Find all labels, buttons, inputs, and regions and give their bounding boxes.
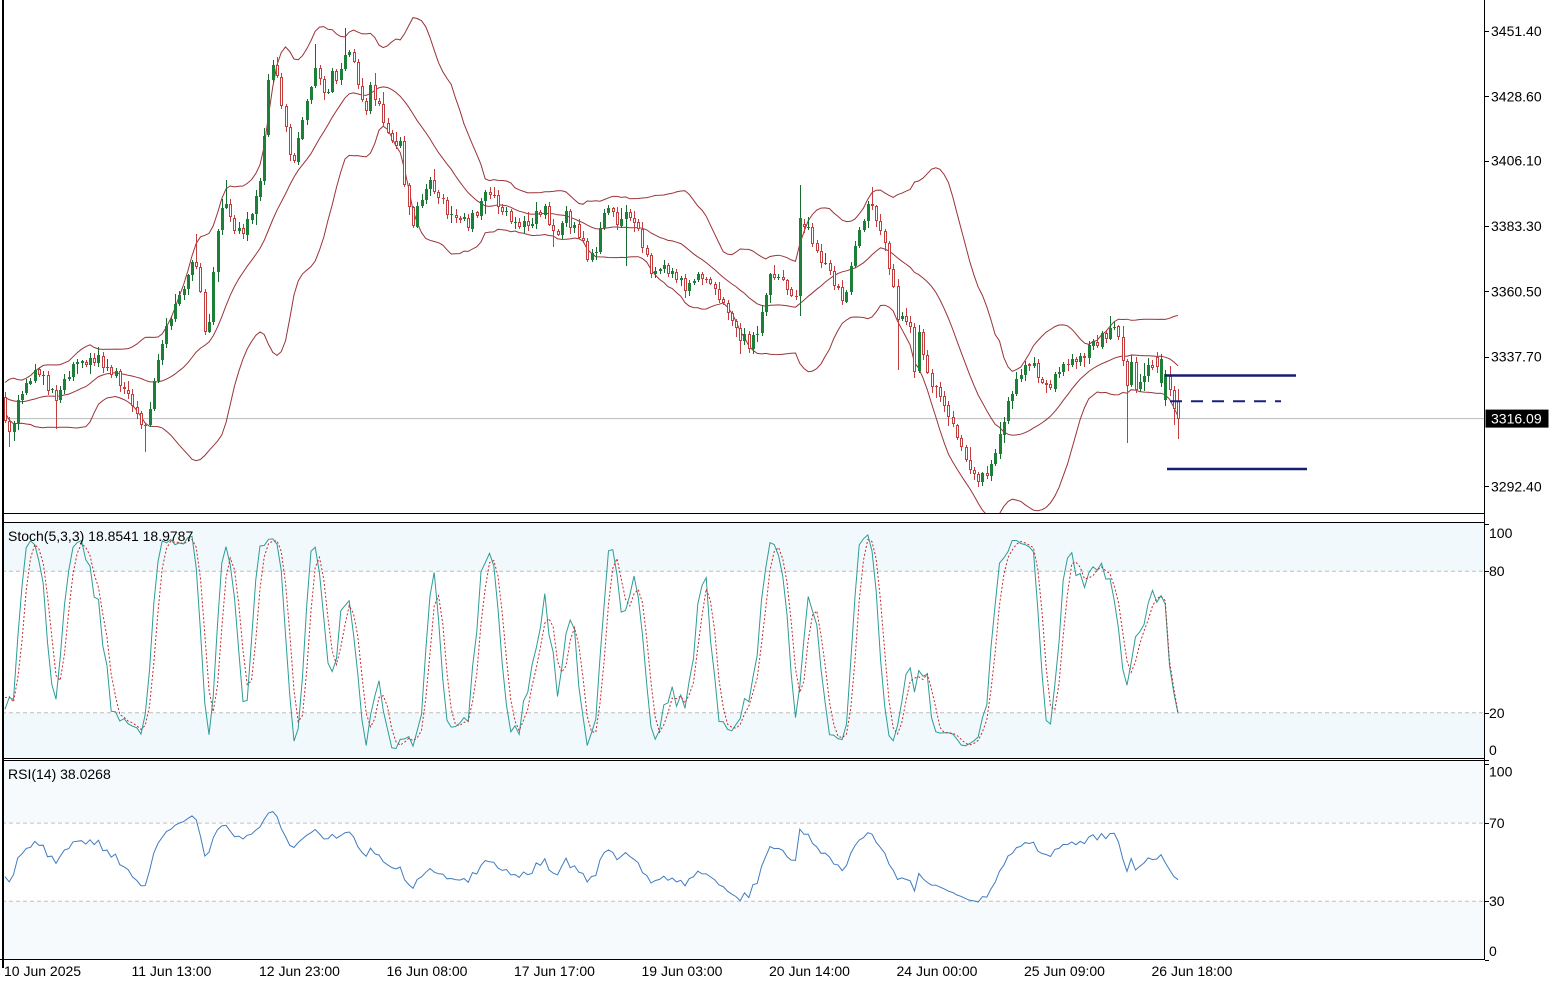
svg-text:RSI(14) 38.0268: RSI(14) 38.0268 bbox=[8, 766, 111, 782]
svg-text:25 Jun 09:00: 25 Jun 09:00 bbox=[1024, 963, 1105, 979]
svg-text:20: 20 bbox=[1489, 705, 1505, 721]
svg-text:3292.40: 3292.40 bbox=[1491, 478, 1542, 494]
svg-text:3337.70: 3337.70 bbox=[1491, 349, 1542, 365]
svg-text:3428.60: 3428.60 bbox=[1491, 88, 1542, 104]
svg-text:3451.40: 3451.40 bbox=[1491, 23, 1542, 39]
svg-text:11 Jun 13:00: 11 Jun 13:00 bbox=[132, 963, 212, 979]
svg-text:70: 70 bbox=[1489, 815, 1505, 831]
svg-text:26 Jun 18:00: 26 Jun 18:00 bbox=[1152, 963, 1233, 979]
svg-text:24 Jun 00:00: 24 Jun 00:00 bbox=[897, 963, 978, 979]
svg-text:3360.50: 3360.50 bbox=[1491, 283, 1542, 299]
svg-text:3406.10: 3406.10 bbox=[1491, 153, 1542, 169]
svg-text:17 Jun 17:00: 17 Jun 17:00 bbox=[514, 963, 595, 979]
svg-text:19 Jun 03:00: 19 Jun 03:00 bbox=[642, 963, 723, 979]
svg-text:0: 0 bbox=[1489, 943, 1497, 959]
svg-text:Stoch(5,3,3) 18.8541 18.9787: Stoch(5,3,3) 18.8541 18.9787 bbox=[8, 528, 193, 544]
svg-text:10 Jun 2025: 10 Jun 2025 bbox=[4, 963, 81, 979]
svg-text:30: 30 bbox=[1489, 893, 1505, 909]
svg-text:20 Jun 14:00: 20 Jun 14:00 bbox=[769, 963, 850, 979]
svg-text:16 Jun 08:00: 16 Jun 08:00 bbox=[387, 963, 468, 979]
svg-text:3383.30: 3383.30 bbox=[1491, 218, 1542, 234]
svg-text:100: 100 bbox=[1489, 525, 1513, 541]
svg-text:80: 80 bbox=[1489, 563, 1505, 579]
svg-text:0: 0 bbox=[1489, 742, 1497, 758]
svg-text:100: 100 bbox=[1489, 764, 1513, 780]
svg-text:12 Jun 23:00: 12 Jun 23:00 bbox=[259, 963, 340, 979]
svg-text:3316.09: 3316.09 bbox=[1491, 411, 1542, 427]
